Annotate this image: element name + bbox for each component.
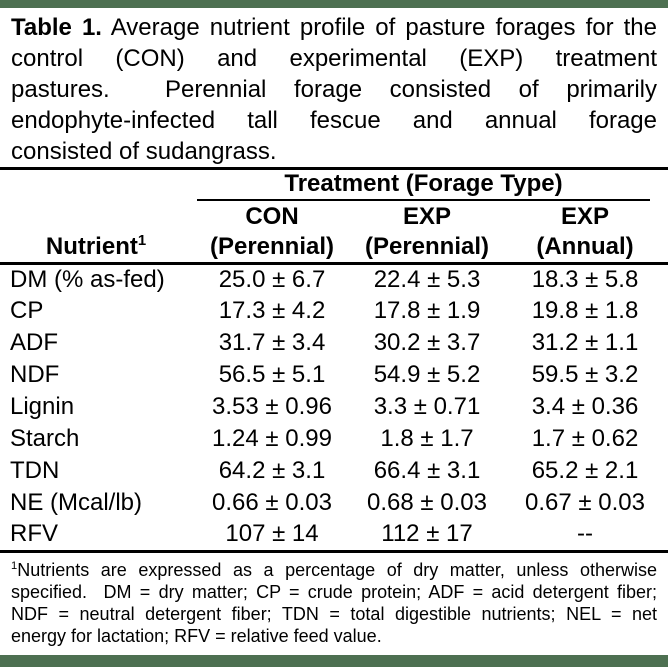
value-cell: 0.68 ± 0.03	[367, 489, 487, 516]
value-cell: 17.3 ± 4.2	[218, 297, 326, 324]
value-cell: 56.5 ± 5.1	[218, 361, 326, 388]
value-cell: 54.9 ± 5.2	[373, 361, 481, 388]
value-cell: 66.4 ± 3.1	[373, 457, 481, 484]
caption-line-2: control (CON) and experimental (EXP) tre…	[11, 45, 657, 72]
table-footnote: 1Nutrients are expressed as a percentage…	[0, 559, 668, 647]
nutrient-cell: RFV	[10, 520, 58, 548]
caption-line-4: endophyte-infected tall fescue and annua…	[11, 107, 657, 134]
nutrient-header-superscript: 1	[137, 232, 147, 249]
nutrient-cell: Lignin	[10, 393, 75, 420]
caption-line-1: Table 1. Average nutrient profile of pas…	[11, 12, 657, 43]
table-row-dm: DM (% as-fed) 25.0 ± 6.7 22.4 ± 5.3 18.3…	[0, 263, 668, 295]
nutrient-cell: NE (Mcal/lb)	[10, 489, 143, 516]
table-figure: Table 1. Average nutrient profile of pas…	[0, 8, 668, 655]
value-cell: 112 ± 17	[381, 520, 473, 548]
spanner-empty-cell	[0, 169, 192, 202]
column-header-exp-annual: EXP	[560, 202, 610, 230]
footnote-line-3: NDF = neutral detergent fiber; TDN = tot…	[11, 603, 657, 624]
value-cell: 65.2 ± 2.1	[531, 457, 639, 484]
footnote-superscript: 1	[11, 559, 18, 572]
table-row-cp: CP 17.3 ± 4.2 17.8 ± 1.9 19.8 ± 1.8	[0, 295, 668, 327]
column-header-con: CON	[245, 202, 299, 230]
value-cell: 1.8 ± 1.7	[380, 425, 474, 452]
nutrient-cell: TDN	[10, 457, 60, 484]
value-cell: 64.2 ± 3.1	[218, 457, 326, 484]
caption-line-1-text: Average nutrient profile of pasture fora…	[110, 14, 657, 41]
table-row-ndf: NDF 56.5 ± 5.1 54.9 ± 5.2 59.5 ± 3.2	[0, 359, 668, 391]
value-cell: 22.4 ± 5.3	[373, 265, 481, 293]
nutrient-header-label: Nutrient	[45, 232, 138, 260]
table-row-tdn: TDN 64.2 ± 3.1 66.4 ± 3.1 65.2 ± 2.1	[0, 455, 668, 487]
top-green-bar	[0, 0, 668, 8]
nutrient-cell: NDF	[10, 361, 60, 388]
value-cell: 0.67 ± 0.03	[525, 489, 645, 516]
footnote-line-1: 1Nutrients are expressed as a percentage…	[11, 559, 657, 581]
table-caption: Table 1. Average nutrient profile of pas…	[0, 12, 668, 167]
value-cell: 1.7 ± 0.62	[531, 425, 639, 452]
treatment-empty-cell	[0, 201, 192, 232]
value-cell: 1.24 ± 0.99	[212, 425, 332, 452]
table-row-starch: Starch 1.24 ± 0.99 1.8 ± 1.7 1.7 ± 0.62	[0, 423, 668, 455]
nutrient-cell: DM (% as-fed)	[10, 265, 165, 293]
table-row-adf: ADF 31.7 ± 3.4 30.2 ± 3.7 31.2 ± 1.1	[0, 327, 668, 359]
footnote-line-1-text: Nutrients are expressed as a percentage …	[17, 559, 657, 580]
forage-header-con: (Perennial)	[192, 232, 352, 265]
treatment-header-row: CON EXP EXP	[0, 201, 668, 232]
forage-header-exp-annual: (Annual)	[502, 232, 668, 265]
nutrient-cell: CP	[10, 297, 44, 324]
table-row-lignin: Lignin 3.53 ± 0.96 3.3 ± 0.71 3.4 ± 0.36	[0, 391, 668, 423]
nutrient-table: Treatment (Forage Type) CON EXP EXP Nutr…	[0, 167, 668, 553]
value-cell: 17.8 ± 1.9	[373, 297, 481, 324]
value-cell: 107 ± 14	[225, 520, 319, 548]
nutrient-cell: Starch	[10, 425, 80, 452]
caption-line-3: pastures. Perennial forage consisted of …	[11, 76, 657, 103]
footnote-line-2: specified. DM = dry matter; CP = crude p…	[11, 581, 657, 602]
value-cell: 30.2 ± 3.7	[373, 329, 481, 356]
nutrient-column-header: Nutrient1	[0, 232, 192, 265]
table-row-ne: NE (Mcal/lb) 0.66 ± 0.03 0.68 ± 0.03 0.6…	[0, 487, 668, 519]
value-cell: 0.66 ± 0.03	[212, 489, 332, 516]
value-cell: 3.3 ± 0.71	[373, 393, 481, 420]
value-cell: 25.0 ± 6.7	[218, 265, 326, 293]
value-cell: 59.5 ± 3.2	[531, 361, 639, 388]
spanner-cell: Treatment (Forage Type)	[192, 169, 668, 201]
caption-line-5: consisted of sudangrass.	[11, 138, 277, 165]
table-row-rfv: RFV 107 ± 14 112 ± 17 --	[0, 519, 668, 551]
spanner-row: Treatment (Forage Type)	[0, 169, 668, 202]
value-cell: 3.53 ± 0.96	[212, 393, 332, 420]
value-cell: --	[577, 520, 593, 548]
column-header-exp-perennial: EXP	[402, 202, 452, 230]
forage-header-exp-perennial: (Perennial)	[352, 232, 502, 265]
bottom-green-bar	[0, 655, 668, 667]
value-cell: 3.4 ± 0.36	[531, 393, 639, 420]
treatment-spanner-label: Treatment (Forage Type)	[197, 170, 651, 201]
value-cell: 19.8 ± 1.8	[531, 297, 639, 324]
nutrient-cell: ADF	[10, 329, 58, 356]
footnote-line-4: energy for lactation; RFV = relative fee…	[11, 625, 382, 646]
value-cell: 18.3 ± 5.8	[531, 265, 639, 293]
value-cell: 31.2 ± 1.1	[531, 329, 639, 356]
caption-table-label: Table 1.	[11, 14, 102, 41]
forage-header-row: Nutrient1 (Perennial) (Perennial) (Annua…	[0, 232, 668, 265]
value-cell: 31.7 ± 3.4	[218, 329, 326, 356]
